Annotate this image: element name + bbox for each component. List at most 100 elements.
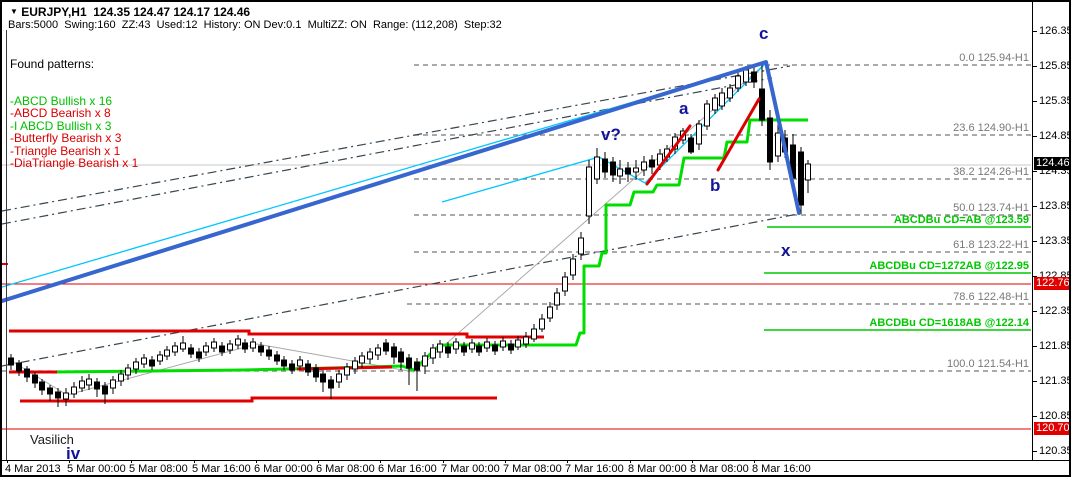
- chart-canvas[interactable]: 0.0 125.94-H1 23.6 124.90-H1 38.2 124.26-H…: [2, 2, 1031, 460]
- dashdot-trendline[interactable]: [2, 65, 791, 212]
- candle-bullish: [735, 75, 741, 89]
- red-impulse-trendline[interactable]: [645, 124, 692, 186]
- pattern-target-label: ABCDBu CD=1272AB @122.95: [869, 260, 1029, 272]
- candle-bullish: [141, 357, 147, 365]
- price-tick: [1033, 101, 1037, 102]
- candle-bullish: [547, 306, 553, 319]
- time-tick: [7, 460, 8, 463]
- candle-bullish: [164, 349, 170, 357]
- time-axis-label: 7 Mar 16:00: [565, 463, 624, 475]
- time-axis[interactable]: 4 Mar 2013 5 Mar 00:00 5 Mar 08:00 5 Mar 16…: [2, 460, 1069, 475]
- price-axis[interactable]: 126.35125.85125.35124.85124.35123.85123.…: [1032, 2, 1069, 460]
- candle-bullish: [235, 338, 241, 346]
- time-axis-label: 8 Mar 16:00: [752, 463, 811, 475]
- candle-bullish: [586, 166, 592, 217]
- price-axis-label: 123.85: [1039, 200, 1069, 212]
- price-tick: [1033, 276, 1037, 277]
- red-channel-band[interactable]: [20, 396, 497, 403]
- wave-label-b[interactable]: b: [710, 176, 721, 195]
- time-axis-label: 5 Mar 16:00: [192, 463, 251, 475]
- candle-bearish: [610, 161, 616, 176]
- candle-bullish: [453, 341, 459, 350]
- candle-bullish: [203, 345, 209, 353]
- found-patterns-panel: Found patterns: -ABCD Bullish x 16 -ABCD …: [10, 33, 138, 194]
- fib-level-label: 38.2 124.26-H1: [953, 166, 1029, 178]
- wave-label-v[interactable]: v?: [601, 125, 621, 144]
- pattern-target-label: ABCDBu CD=AB @123.59: [894, 214, 1029, 226]
- candle-bullish: [719, 92, 725, 107]
- candle-bearish: [414, 361, 420, 371]
- time-tick: [443, 460, 444, 463]
- price-axis-label: 126.35: [1039, 25, 1069, 37]
- time-axis-label: 6 Mar 08:00: [316, 463, 375, 475]
- candle-bearish: [602, 158, 608, 173]
- fib-level-label: 100.0 121.54-H1: [947, 358, 1029, 370]
- candle-bearish: [767, 117, 773, 163]
- candle-bearish: [94, 381, 100, 390]
- symbol-dropdown-icon[interactable]: ▼: [10, 7, 18, 16]
- dashdot-trendline[interactable]: [2, 213, 799, 367]
- candle-bullish: [437, 343, 443, 353]
- candle-bullish: [172, 345, 178, 353]
- fib-level-label: 50.0 123.74-H1: [953, 202, 1029, 214]
- candle-bearish: [289, 363, 295, 371]
- candle-bullish: [367, 351, 373, 360]
- candle-bearish: [102, 385, 108, 395]
- pattern-target-label: ABCDBu CD=1618AB @122.14: [869, 317, 1029, 329]
- candle-bearish: [759, 88, 765, 121]
- chart-title: ▼ EURJPY,H1 124.35 124.47 124.17 124.46: [10, 5, 250, 19]
- time-tick: [318, 460, 319, 463]
- indicator-info-line: Bars:5000 Swing:160 ZZ:43 Used:12 Histor…: [8, 19, 502, 31]
- red-channel-band[interactable]: [9, 329, 544, 339]
- candle-bullish: [297, 359, 303, 367]
- time-tick: [567, 460, 568, 463]
- price-tick: [1033, 241, 1037, 242]
- pattern-list-item: -Butterfly Bearish x 3: [10, 131, 122, 146]
- candle-bullish: [805, 163, 811, 181]
- price-tick: [1033, 346, 1037, 347]
- candle-bullish: [227, 343, 233, 351]
- wave-label-x[interactable]: x: [781, 241, 791, 260]
- price-marker-120.70: 120.70: [1034, 422, 1069, 435]
- time-tick: [505, 460, 506, 463]
- candle-bullish: [696, 123, 702, 145]
- red-impulse-trendline[interactable]: [716, 97, 761, 172]
- wave-label-c[interactable]: c: [759, 24, 769, 43]
- candle-bearish: [47, 387, 53, 395]
- price-tick: [1033, 171, 1037, 172]
- wave-label-iv[interactable]: iv: [66, 444, 81, 463]
- time-tick: [380, 460, 381, 463]
- wave-label-a[interactable]: a: [679, 99, 689, 118]
- time-tick: [69, 460, 70, 463]
- candle-bearish: [320, 373, 326, 383]
- price-axis-label: 121.35: [1039, 375, 1069, 387]
- time-axis-label: 8 Mar 00:00: [628, 463, 687, 475]
- candle-bullish: [469, 342, 475, 350]
- pattern-list-item: -Triangle Bearish x 1: [10, 143, 121, 158]
- price-axis-label: 125.85: [1039, 60, 1069, 72]
- price-tick: [1033, 206, 1037, 207]
- candle-bullish: [578, 237, 584, 255]
- price-axis-label: 121.85: [1039, 340, 1069, 352]
- candle-bearish: [798, 151, 804, 206]
- fib-level-label: 61.8 123.22-H1: [953, 239, 1029, 251]
- candle-bullish: [775, 132, 781, 157]
- pattern-list-item: -ABCD Bearish x 8: [10, 106, 111, 121]
- price-tick: [1033, 381, 1037, 382]
- candle-bearish: [305, 363, 311, 373]
- pattern-list-item: -ABCD Bullish x 16: [10, 94, 113, 109]
- zigzag-blue[interactable]: [2, 60, 801, 303]
- candle-bullish: [712, 97, 718, 111]
- price-chart[interactable]: 0.0 125.94-H1 23.6 124.90-H1 38.2 124.26-H…: [2, 2, 1031, 460]
- price-tick: [1033, 136, 1037, 137]
- candle-bullish: [359, 355, 365, 364]
- swing-zigzag-gray[interactable]: [9, 62, 767, 396]
- chart-left-border: [6, 30, 7, 460]
- time-axis-label: 8 Mar 08:00: [690, 463, 749, 475]
- candle-bullish: [515, 339, 521, 348]
- candle-bullish: [180, 342, 186, 350]
- candle-bullish: [484, 341, 490, 349]
- time-tick: [692, 460, 693, 463]
- candle-bullish: [641, 161, 647, 171]
- candle-bearish: [242, 342, 248, 350]
